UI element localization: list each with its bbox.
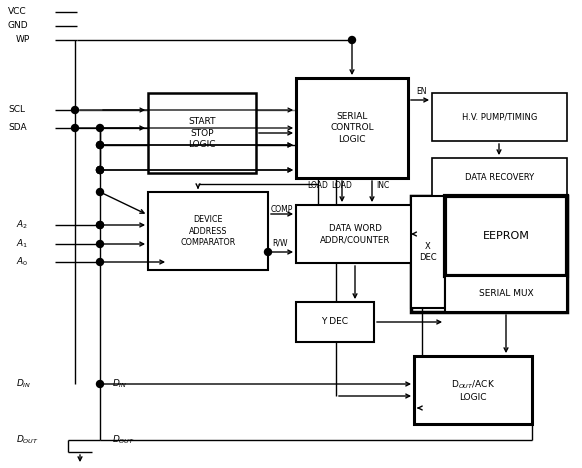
Text: LOAD: LOAD	[332, 182, 353, 190]
FancyBboxPatch shape	[148, 192, 268, 270]
Text: SCL: SCL	[8, 105, 25, 115]
FancyBboxPatch shape	[411, 196, 445, 308]
Circle shape	[97, 167, 104, 174]
Text: D$_{OUT}$/ACK
LOGIC: D$_{OUT}$/ACK LOGIC	[451, 378, 495, 402]
Text: $D_{IN}$: $D_{IN}$	[112, 378, 127, 390]
Circle shape	[97, 258, 104, 265]
Circle shape	[97, 189, 104, 196]
FancyBboxPatch shape	[432, 93, 567, 141]
Text: R/W: R/W	[272, 238, 288, 247]
Circle shape	[264, 249, 271, 256]
Circle shape	[97, 380, 104, 388]
Text: SERIAL MUX: SERIAL MUX	[478, 290, 533, 299]
Text: $A_0$: $A_0$	[16, 256, 29, 268]
Circle shape	[97, 167, 104, 174]
FancyBboxPatch shape	[432, 158, 567, 196]
Text: $D_{IN}$: $D_{IN}$	[16, 378, 31, 390]
Circle shape	[97, 141, 104, 148]
Circle shape	[349, 37, 356, 44]
Text: DATA WORD
ADDR/COUNTER: DATA WORD ADDR/COUNTER	[320, 224, 390, 244]
Circle shape	[97, 167, 104, 174]
Circle shape	[72, 107, 79, 114]
FancyBboxPatch shape	[296, 78, 408, 178]
Text: GND: GND	[8, 22, 29, 30]
Text: COMP: COMP	[271, 205, 293, 213]
Circle shape	[97, 241, 104, 248]
Text: INC: INC	[376, 182, 389, 190]
FancyBboxPatch shape	[296, 302, 374, 342]
Text: START
STOP
LOGIC: START STOP LOGIC	[188, 117, 216, 149]
Text: Y DEC: Y DEC	[321, 317, 349, 327]
Text: $D_{OUT}$: $D_{OUT}$	[112, 434, 135, 446]
Text: $A_1$: $A_1$	[16, 238, 28, 250]
FancyBboxPatch shape	[445, 196, 567, 276]
Text: DEVICE
ADDRESS
COMPARATOR: DEVICE ADDRESS COMPARATOR	[180, 215, 236, 247]
Text: VCC: VCC	[8, 7, 27, 16]
Text: WP: WP	[16, 36, 30, 44]
FancyBboxPatch shape	[296, 205, 414, 263]
Text: LOAD: LOAD	[307, 182, 328, 190]
Text: $D_{OUT}$: $D_{OUT}$	[16, 434, 39, 446]
Text: EEPROM: EEPROM	[482, 231, 530, 241]
Text: SERIAL
CONTROL
LOGIC: SERIAL CONTROL LOGIC	[330, 112, 374, 144]
Circle shape	[97, 124, 104, 132]
FancyBboxPatch shape	[414, 356, 532, 424]
Circle shape	[97, 221, 104, 228]
Text: X
DEC: X DEC	[419, 242, 437, 262]
FancyBboxPatch shape	[148, 93, 256, 173]
Circle shape	[97, 221, 104, 228]
Text: EN: EN	[416, 87, 427, 96]
Text: $A_2$: $A_2$	[16, 219, 28, 231]
Circle shape	[72, 124, 79, 132]
Text: DATA RECOVERY: DATA RECOVERY	[465, 173, 534, 182]
FancyBboxPatch shape	[445, 276, 567, 312]
Circle shape	[97, 141, 104, 148]
Text: SDA: SDA	[8, 124, 27, 132]
Text: H.V. PUMP/TIMING: H.V. PUMP/TIMING	[462, 112, 537, 122]
